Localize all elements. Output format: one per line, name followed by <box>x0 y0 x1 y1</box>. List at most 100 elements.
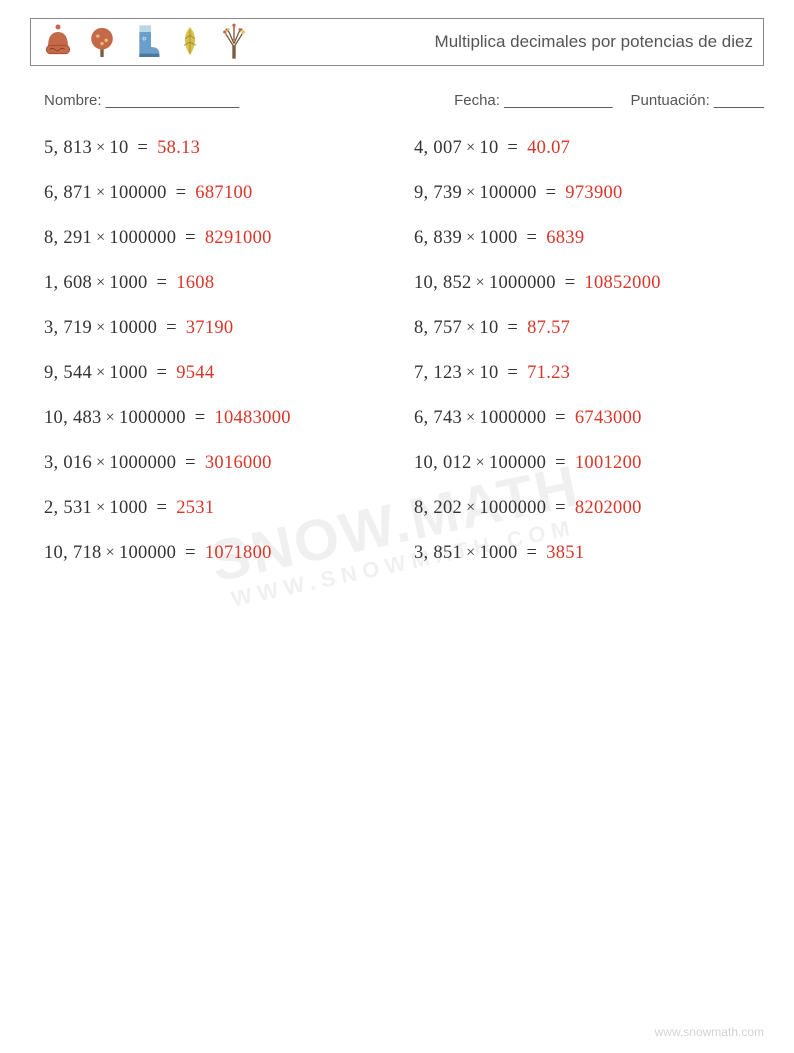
operand-a: 3, 719 <box>44 318 92 338</box>
equals-symbol: = <box>148 363 177 383</box>
operand-b: 10 <box>109 138 128 158</box>
equals-symbol: = <box>546 408 575 428</box>
problems-grid: 5, 813×10 = 58.134, 007×10 = 40.076, 871… <box>44 138 764 564</box>
answer: 1001200 <box>575 453 642 473</box>
operand-a: 10, 483 <box>44 408 102 428</box>
times-symbol: × <box>92 184 109 201</box>
times-symbol: × <box>92 229 109 246</box>
operand-b: 1000 <box>109 498 147 518</box>
equals-symbol: = <box>176 453 205 473</box>
equals-symbol: = <box>546 498 575 518</box>
answer: 87.57 <box>527 318 570 338</box>
answer: 37190 <box>186 318 234 338</box>
operand-b: 100000 <box>489 453 546 473</box>
times-symbol: × <box>462 364 479 381</box>
answer: 2531 <box>176 498 214 518</box>
problem-row: 7, 123×10 = 71.23 <box>414 363 764 384</box>
worksheet-header: Multiplica decimales por potencias de di… <box>30 18 764 66</box>
equals-symbol: = <box>518 543 547 563</box>
problem-row: 6, 839×1000 = 6839 <box>414 228 764 249</box>
times-symbol: × <box>462 499 479 516</box>
operand-b: 1000 <box>479 228 517 248</box>
equals-symbol: = <box>129 138 158 158</box>
operand-b: 1000 <box>479 543 517 563</box>
operand-a: 10, 852 <box>414 273 472 293</box>
operand-a: 3, 016 <box>44 453 92 473</box>
equals-symbol: = <box>157 318 186 338</box>
operand-b: 1000000 <box>119 408 186 428</box>
operand-b: 1000000 <box>489 273 556 293</box>
operand-a: 8, 757 <box>414 318 462 338</box>
operand-a: 5, 813 <box>44 138 92 158</box>
worksheet-title: Multiplica decimales por potencias de di… <box>435 32 753 52</box>
times-symbol: × <box>462 184 479 201</box>
tree-bare-icon <box>217 22 251 62</box>
problem-row: 9, 544×1000 = 9544 <box>44 363 394 384</box>
answer: 3851 <box>546 543 584 563</box>
operand-b: 10 <box>479 363 498 383</box>
problem-row: 8, 757×10 = 87.57 <box>414 318 764 339</box>
answer: 58.13 <box>157 138 200 158</box>
operand-b: 1000 <box>109 273 147 293</box>
problem-row: 10, 718×100000 = 1071800 <box>44 543 394 564</box>
operand-b: 1000000 <box>109 228 176 248</box>
times-symbol: × <box>472 454 489 471</box>
problem-row: 6, 743×1000000 = 6743000 <box>414 408 764 429</box>
answer: 1608 <box>176 273 214 293</box>
answer: 973900 <box>565 183 622 203</box>
answer: 10483000 <box>214 408 290 428</box>
boot-icon <box>129 22 163 62</box>
problem-row: 2, 531×1000 = 2531 <box>44 498 394 519</box>
equals-symbol: = <box>499 363 528 383</box>
operand-b: 100000 <box>119 543 176 563</box>
times-symbol: × <box>102 409 119 426</box>
answer: 71.23 <box>527 363 570 383</box>
answer: 1071800 <box>205 543 272 563</box>
problem-row: 10, 483×1000000 = 10483000 <box>44 408 394 429</box>
score-field-label: Puntuación: ______ <box>631 92 764 109</box>
operand-b: 1000000 <box>479 498 546 518</box>
operand-a: 9, 739 <box>414 183 462 203</box>
times-symbol: × <box>462 229 479 246</box>
times-symbol: × <box>462 139 479 156</box>
operand-a: 8, 202 <box>414 498 462 518</box>
hat-icon <box>41 22 75 62</box>
problem-row: 8, 202×1000000 = 8202000 <box>414 498 764 519</box>
operand-a: 8, 291 <box>44 228 92 248</box>
equals-symbol: = <box>546 453 575 473</box>
answer: 8202000 <box>575 498 642 518</box>
problem-row: 5, 813×10 = 58.13 <box>44 138 394 159</box>
equals-symbol: = <box>518 228 547 248</box>
answer: 9544 <box>176 363 214 383</box>
equals-symbol: = <box>556 273 585 293</box>
times-symbol: × <box>92 454 109 471</box>
answer: 6839 <box>546 228 584 248</box>
equals-symbol: = <box>499 138 528 158</box>
times-symbol: × <box>462 544 479 561</box>
times-symbol: × <box>462 409 479 426</box>
footer-url: www.snowmath.com <box>655 1025 764 1039</box>
equals-symbol: = <box>148 273 177 293</box>
operand-b: 10 <box>479 138 498 158</box>
problem-row: 9, 739×100000 = 973900 <box>414 183 764 204</box>
problem-row: 8, 291×1000000 = 8291000 <box>44 228 394 249</box>
equals-symbol: = <box>148 498 177 518</box>
operand-a: 10, 718 <box>44 543 102 563</box>
answer: 40.07 <box>527 138 570 158</box>
operand-a: 9, 544 <box>44 363 92 383</box>
times-symbol: × <box>92 364 109 381</box>
equals-symbol: = <box>186 408 215 428</box>
operand-a: 1, 608 <box>44 273 92 293</box>
operand-b: 10000 <box>109 318 157 338</box>
problem-row: 3, 016×1000000 = 3016000 <box>44 453 394 474</box>
times-symbol: × <box>92 319 109 336</box>
answer: 3016000 <box>205 453 272 473</box>
equals-symbol: = <box>537 183 566 203</box>
equals-symbol: = <box>176 228 205 248</box>
operand-a: 2, 531 <box>44 498 92 518</box>
problem-row: 1, 608×1000 = 1608 <box>44 273 394 294</box>
date-field-label: Fecha: _____________ <box>454 92 612 109</box>
answer: 687100 <box>195 183 252 203</box>
operand-a: 10, 012 <box>414 453 472 473</box>
times-symbol: × <box>92 274 109 291</box>
